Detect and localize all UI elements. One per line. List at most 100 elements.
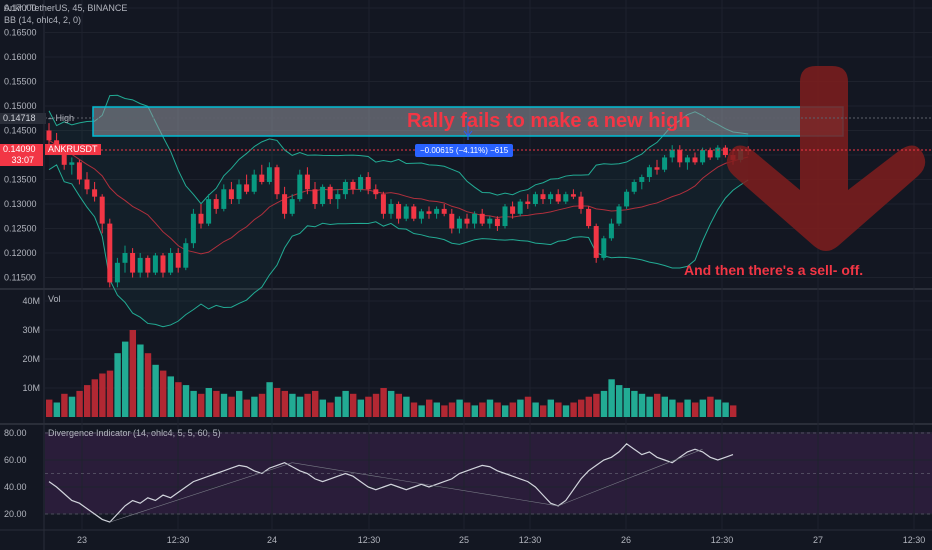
volume-bar — [46, 399, 53, 417]
volume-bar — [327, 402, 334, 417]
time-tick: 12:30 — [358, 535, 381, 545]
volume-bar — [661, 396, 668, 417]
volume-bar — [380, 388, 387, 417]
indicator-line — [48, 443, 734, 523]
volume-bar — [106, 370, 114, 417]
volume-tick: 10M — [22, 383, 40, 393]
candle-body — [654, 167, 660, 170]
candle-body — [175, 253, 181, 268]
volume-bar — [509, 402, 516, 417]
candle-body — [114, 262, 120, 283]
candle-body — [418, 211, 424, 219]
bb-legend[interactable]: BB (14, ohlc4, 2, 0) — [4, 15, 82, 25]
candle-body — [92, 189, 98, 197]
volume-bar — [631, 390, 638, 417]
volume-bar — [433, 402, 440, 417]
candle-body — [198, 213, 204, 224]
time-tick: 24 — [267, 535, 277, 545]
candle-body — [624, 191, 630, 207]
symbol-tag[interactable]: ANKRUSDT — [45, 144, 101, 155]
measure-label[interactable]: −0.00615 (−4.11%) −615 — [415, 144, 514, 157]
volume-bar — [600, 390, 608, 417]
volume-bar — [129, 330, 136, 417]
volume-bar — [190, 390, 197, 417]
candle-body — [646, 167, 652, 178]
sell-off-arrow-icon[interactable] — [726, 66, 926, 251]
volume-bar — [638, 393, 646, 417]
volume-bar — [236, 390, 243, 417]
candle-body — [479, 213, 485, 224]
volume-bar — [357, 399, 364, 417]
candle-body — [684, 157, 690, 163]
candle-body — [532, 194, 538, 204]
volume-bar — [441, 405, 448, 417]
candle-body — [76, 162, 82, 180]
volume-bar — [114, 353, 121, 417]
volume-bar — [167, 376, 174, 417]
volume-bar — [517, 399, 524, 417]
volume-bar — [532, 402, 539, 417]
volume-bar — [730, 405, 737, 417]
grid — [45, 0, 932, 530]
high-label-text: High — [55, 113, 75, 123]
candle-body — [327, 186, 333, 200]
candle-body — [107, 223, 113, 283]
candle-body — [206, 199, 212, 224]
volume-bar — [350, 393, 357, 417]
volume-bar — [251, 396, 258, 417]
candle-body — [601, 238, 607, 258]
volume-bar — [144, 353, 152, 417]
selloff-annotation[interactable]: And then there's a sell- off. — [684, 262, 864, 278]
candle-body — [228, 189, 234, 200]
volume-bar — [585, 396, 592, 417]
volume-bar — [53, 402, 60, 417]
candle-body — [84, 179, 90, 190]
volume-tick: 20M — [22, 354, 40, 364]
volume-bar — [570, 402, 577, 417]
candle-body — [586, 208, 592, 227]
volume-bar — [304, 393, 311, 417]
candle-body — [183, 243, 189, 268]
candle-body — [46, 130, 52, 141]
price-tick: 0.13500 — [4, 175, 37, 185]
candle-body — [304, 174, 310, 190]
volume-bar — [266, 382, 273, 417]
volume-bar — [137, 344, 144, 417]
time-tick: 12:30 — [167, 535, 190, 545]
volume-bar — [61, 393, 68, 417]
divergence-line — [558, 448, 703, 507]
candle-body — [122, 253, 128, 263]
candle-body — [213, 199, 219, 209]
candle-body — [380, 194, 386, 214]
candle-body — [396, 204, 402, 219]
price-tick: 0.14500 — [4, 126, 37, 136]
volume-bar — [182, 385, 190, 417]
volume-bar — [540, 405, 547, 417]
indicator-tick: 60.00 — [4, 455, 27, 465]
candle-body — [342, 181, 348, 195]
volume-bar — [160, 370, 167, 417]
candle-body — [152, 255, 158, 273]
indicator-legend[interactable]: Divergence Indicator (14, ohlc4, 5, 5, 6… — [48, 428, 221, 438]
candle-body — [548, 194, 554, 200]
volume-bar — [722, 402, 729, 417]
candle-body — [502, 206, 508, 227]
candle-body — [388, 204, 394, 214]
indicator-tick: 80.00 — [4, 428, 27, 438]
candle-body — [236, 184, 242, 200]
candle-body — [677, 150, 683, 163]
rally-annotation[interactable]: Rally fails to make a new high — [407, 110, 691, 132]
countdown-tag: 33:07 — [0, 155, 43, 166]
candle-body — [373, 189, 379, 195]
bb-basis-line — [48, 139, 749, 255]
volume-bar — [403, 396, 410, 417]
volume-bar — [426, 399, 433, 417]
price-tick: 0.15500 — [4, 77, 37, 87]
time-tick: 12:30 — [711, 535, 734, 545]
volume-bar — [676, 402, 684, 417]
candle-body — [692, 157, 698, 163]
volume-bar — [486, 399, 494, 417]
candle-body — [358, 177, 364, 190]
volume-legend[interactable]: Vol — [48, 294, 61, 304]
